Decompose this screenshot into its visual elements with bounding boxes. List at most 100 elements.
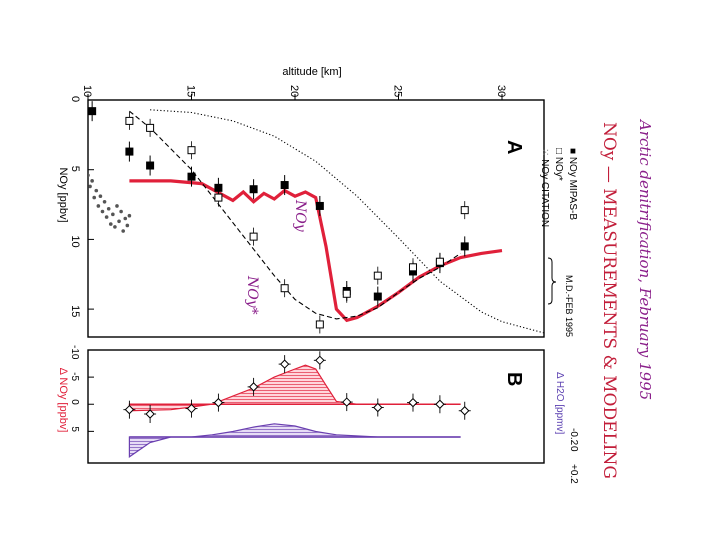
panel-b-plot: [123, 351, 471, 458]
mipas-point: [280, 181, 289, 190]
delta-noy-point: [186, 403, 197, 414]
citation-point: [106, 206, 111, 211]
delta-noy-point: [124, 404, 135, 415]
panel-b: -10 -5 0 5 Δ NOy [ppbv] B Δ H2O [ppmv] -0.2…: [57, 345, 579, 484]
citation-point: [115, 204, 119, 208]
citation-point: [127, 213, 132, 218]
altitude-tick-label: 10: [81, 85, 93, 97]
panel-a: altitude [km] 10 15 20 25 30 0 5 10 15 NOy [ppb…: [57, 66, 578, 338]
citation-point: [121, 229, 125, 233]
delta-noy-point: [315, 355, 325, 366]
delta-noy-point: [248, 382, 259, 392]
delta-h2o-tick-label: 0: [568, 446, 579, 452]
panel-a-plot: [88, 101, 544, 334]
delta-h2o-tick-label: -0.2: [568, 428, 579, 446]
citation-point: [108, 222, 113, 226]
citation-point: [102, 199, 107, 204]
delta-noy-tick-label: 0: [69, 399, 80, 405]
noy-star-point: [187, 146, 196, 155]
citation-point: [113, 225, 117, 229]
citation-point: [111, 212, 115, 217]
mipas-point: [460, 242, 469, 251]
legend-item-noy-star: □ NOy*: [553, 148, 564, 181]
panel-b-delta-h2o-ticks: -0.20 +0.2: [568, 428, 579, 484]
citation-point: [123, 216, 128, 221]
mipas-point: [146, 161, 155, 170]
legend-text: NOy CITATION: [539, 159, 550, 227]
panel-a-frame: [87, 99, 545, 338]
panel-a-altitude-ticks: 10 15 20 25 30: [81, 85, 507, 100]
panel-a-noy-ticks: 0 5 10 15: [69, 96, 94, 317]
mipas-point: [125, 147, 134, 156]
delta-h2o-area: [128, 423, 461, 458]
panel-a-label: A: [503, 140, 525, 154]
citation-point: [94, 188, 99, 193]
delta-noy-point: [213, 397, 224, 408]
noy-tick-label: 10: [69, 235, 81, 247]
delta-noy-point: [460, 406, 470, 416]
panel-b-label: B: [503, 372, 525, 386]
delta-noy-tick-label: -5: [69, 372, 80, 381]
delta-noy-tick-label: -10: [69, 345, 80, 360]
noy-axis-title: NOy [ppbv]: [57, 167, 69, 222]
delta-noy-point: [408, 397, 418, 408]
delta-h2o-axis-title: Δ H2O [ppmv]: [554, 372, 565, 434]
citation-point: [119, 209, 123, 214]
panel-b-delta-noy-ticks: -10 -5 0 5: [69, 345, 94, 432]
noy-star-point: [315, 320, 324, 329]
model-curve-dotted: [150, 109, 544, 334]
citation-point: [117, 219, 121, 224]
legend-note: M.D.-FEB 1995: [564, 275, 574, 337]
delta-noy-tick-label: 5: [69, 426, 80, 432]
noy-star-point: [435, 257, 444, 266]
noy-curve-label: NOy: [292, 199, 308, 233]
mipas-point: [187, 172, 196, 181]
panel-a-legend: ■ NOy MIPAS-B □ NOy* ⁙ NOy CITATION M.D.…: [539, 148, 578, 337]
legend-item-noy-mipas: ■ NOy MIPAS-B: [567, 148, 578, 220]
delta-noy-point: [342, 397, 352, 407]
mipas-point: [214, 183, 223, 192]
delta-noy-point: [373, 402, 383, 413]
noy-star-point: [408, 263, 417, 272]
mipas-point: [249, 185, 258, 194]
handwritten-title: Arctic denitrification, February 1995: [636, 118, 654, 400]
mipas-point: [315, 201, 324, 210]
noy-star-point: [280, 284, 289, 293]
altitude-axis-title: altitude [km]: [282, 66, 341, 78]
citation-point: [88, 184, 92, 189]
legend-symbol-gray-dots: ⁙: [539, 148, 550, 156]
citation-point: [92, 195, 97, 200]
noy-star-point: [214, 193, 223, 202]
citation-point: [100, 209, 105, 214]
model-curve-dashed: [129, 110, 461, 320]
legend-symbol-filled-square: ■: [567, 148, 578, 154]
mipas-point: [88, 107, 97, 116]
noy-star-curve-label: NOy*: [244, 275, 260, 315]
noy-star-point: [460, 206, 469, 215]
model-curve-thick-red: [129, 179, 503, 323]
noy-star-point: [125, 116, 134, 125]
delta-h2o-tick-label: +0.2: [568, 464, 579, 484]
delta-noy-axis-title: Δ NOy [ppbv]: [57, 368, 69, 433]
legend-text: NOy MIPAS-B: [567, 157, 578, 220]
altitude-tick-label: 15: [185, 85, 197, 97]
citation-point: [125, 223, 130, 228]
noy-star-point: [342, 289, 351, 298]
altitude-tick-label: 30: [495, 85, 507, 97]
noy-tick-label: 15: [69, 305, 81, 317]
mipas-point: [373, 292, 382, 301]
legend-symbol-open-square: □: [553, 148, 564, 154]
noy-star-point: [146, 123, 155, 132]
handwritten-subtitle: NOy — MEASUREMENTS & MODELING: [599, 122, 619, 479]
altitude-tick-label: 25: [392, 85, 404, 97]
delta-noy-point: [435, 399, 445, 409]
citation-point: [98, 194, 103, 198]
delta-noy-point: [279, 359, 290, 369]
legend-text: NOy*: [553, 157, 564, 181]
panel-b-frame: [87, 349, 545, 464]
altitude-tick-label: 20: [288, 85, 300, 97]
citation-point: [88, 173, 90, 178]
noy-tick-label: 0: [69, 96, 81, 102]
